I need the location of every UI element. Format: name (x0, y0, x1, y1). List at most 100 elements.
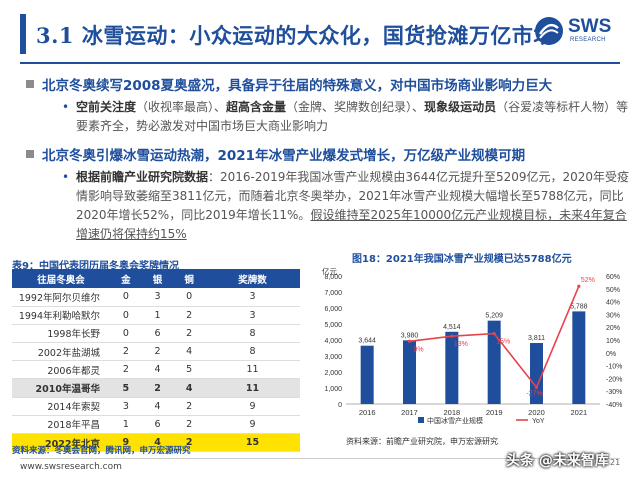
bullet-heading-1: 北京冬奥续写2008夏奥盛况，具备异于往届的特殊意义，对中国市场商业影响力巨大 (26, 74, 552, 94)
y-axis-unit: 亿元 (322, 266, 337, 276)
table-cell: 2 (173, 433, 206, 453)
table-cell: 1 (110, 415, 142, 435)
yoy-point (577, 284, 581, 288)
table-row: 2018年平昌 1 6 2 9 (12, 415, 300, 435)
table-cell: 9 (110, 433, 142, 453)
text-fragment: （谷爱凌等标杆人物）等要素齐全，势必激发对中国市场巨大商业影响力 (76, 100, 629, 133)
sws-logo-icon (535, 17, 563, 45)
table-cell: 3 (110, 397, 142, 416)
x-tick-label: 2017 (401, 408, 418, 417)
text-fragment: （金牌、奖牌数创纪录）、 (286, 100, 425, 114)
table-cell: 2 (110, 360, 142, 380)
bold-phrase: 现象级运动员 (424, 100, 497, 114)
table-cell: 2018年平昌 (12, 415, 110, 435)
table-cell: 3 (205, 288, 300, 307)
table-cell: 0 (173, 288, 206, 307)
x-tick-label: 2020 (528, 408, 545, 417)
text-fragment: ：2016-2019年我国冰雪产业规模由3644亿元提升至5209亿元，2020… (76, 170, 630, 222)
y-tick-label: 6,000 (324, 306, 342, 313)
table-source: 资料来源：冬奥会官网，腾讯网，申万宏源研究 (12, 446, 191, 456)
column-header: 银 (141, 269, 174, 288)
y2-tick-label: 60% (606, 274, 620, 281)
sws-logo: SWS RESEARCH (534, 14, 630, 50)
bold-phrase: 空前关注度 (76, 100, 137, 114)
yoy-point (407, 339, 412, 343)
table-cell: 2 (141, 378, 174, 398)
bar (530, 343, 543, 404)
bar (487, 320, 501, 404)
bar (572, 311, 586, 404)
table-cell: 3 (205, 306, 300, 325)
bullet-sub-2: • 根据前瞻产业研究院数据：2016-2019年我国冰雪产业规模由3644亿元提… (62, 168, 638, 244)
y2-tick-label: -30% (606, 389, 622, 396)
dot-bullet-icon: • (62, 100, 70, 114)
yoy-data-label: 13% (454, 341, 468, 348)
bar (360, 345, 374, 404)
table-body: 1992年阿尔贝维尔 0 3 0 3 1994年利勒哈默尔 0 1 2 3 1998年长野 0 6 2 8 2… (12, 288, 300, 453)
table-cell: 0 (110, 288, 142, 307)
table-cell: 6 (141, 415, 174, 435)
bar-data-label: 3,644 (358, 338, 376, 345)
y2-tick-label: 0% (606, 351, 616, 358)
table-cell: 11 (205, 360, 300, 380)
legend-label: YoY (532, 418, 545, 425)
legend-swatch-bar (418, 417, 424, 423)
chart-source: 资料来源：前瞻产业研究院，申万宏源研究 (346, 437, 498, 446)
y-tick-label: 3,000 (324, 354, 342, 361)
table-row: 2022年北京 9 4 2 15 (12, 433, 300, 453)
table-cell: 5 (110, 378, 142, 398)
yoy-data-label: 9% (413, 346, 423, 353)
y2-tick-label: 20% (606, 325, 620, 332)
bold-phrase: 超高含金量 (226, 100, 287, 114)
yoy-data-label: 52% (581, 277, 595, 284)
column-header: 铜 (173, 269, 206, 288)
y2-tick-label: 10% (606, 338, 620, 345)
yoy-point (450, 334, 454, 338)
bullet-heading-2: 北京冬奥引爆冰雪运动热潮，2021年冰雪产业爆发式增长，万亿级产业规模可期 (26, 144, 525, 164)
y-tick-label: 8,000 (324, 274, 342, 281)
text-fragment: （收视率最高）、 (136, 100, 227, 114)
bar-data-label: 3,811 (528, 335, 545, 342)
bar-data-label: 4,514 (443, 324, 461, 331)
table-cell: 4 (141, 397, 174, 416)
table-cell: 15 (205, 433, 300, 453)
watermark: 头条 @未来智库 (506, 453, 609, 469)
bar (445, 331, 459, 404)
yoy-point (534, 385, 539, 389)
bar (403, 340, 416, 404)
slide-header: 3.1 冰雪运动：小众运动的大众化，国货抢滩万亿市场 SWS RESEARCH (0, 0, 640, 62)
bar-data-label: 3,980 (401, 332, 419, 339)
table-cell: 1 (141, 306, 174, 325)
table-header-row: 往届冬奥会 金 银 铜 奖牌数 (12, 269, 300, 288)
table-cell: 2 (173, 306, 206, 325)
y-tick-label: 0 (338, 402, 342, 409)
column-header: 往届冬奥会 (12, 269, 110, 288)
y-tick-label: 7,000 (324, 290, 342, 297)
yoy-data-label: -27% (526, 390, 542, 397)
table-cell: 2002年盐湖城 (12, 342, 110, 362)
bar-data-label: 5,788 (570, 303, 588, 310)
table-cell: 2006年都灵 (12, 360, 110, 380)
title-accent-bar (20, 14, 26, 54)
table-cell: 8 (205, 324, 300, 344)
legend-label: 中国冰雪产业规模 (427, 416, 483, 425)
y2-tick-label: 30% (606, 312, 620, 319)
footer-website[interactable]: www.swsresearch.com (20, 462, 122, 472)
table-row: 2006年都灵 2 4 5 11 (12, 360, 300, 380)
table-cell: 8 (205, 342, 300, 362)
y-tick-label: 4,000 (324, 338, 342, 345)
column-header: 奖牌数 (205, 269, 300, 288)
table-cell: 4 (173, 342, 206, 362)
table-row: 1994年利勒哈默尔 0 1 2 3 (12, 306, 300, 325)
table-cell: 0 (110, 324, 142, 344)
footer-divider (20, 458, 620, 459)
table-row: 2014年索契 3 4 2 9 (12, 397, 300, 416)
logo-text: SWS (568, 16, 612, 37)
table-cell: 3 (141, 288, 174, 307)
table-cell: 11 (205, 378, 300, 398)
yoy-point (492, 332, 496, 336)
table-row: 1998年长野 0 6 2 8 (12, 324, 300, 344)
page-number: 21 (610, 458, 621, 467)
table-cell: 2 (173, 397, 206, 416)
table-cell: 2010年温哥华 (12, 378, 110, 398)
